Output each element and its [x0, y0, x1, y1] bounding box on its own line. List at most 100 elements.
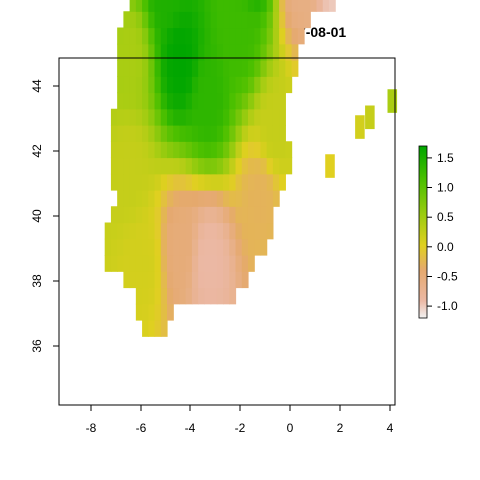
raster-cell [129, 92, 137, 110]
raster-cell [260, 43, 268, 61]
y-tick-label: 36 [30, 339, 44, 353]
raster-cell [241, 60, 249, 77]
raster-cell [247, 157, 255, 175]
raster-cell [310, 0, 318, 12]
raster-cell [198, 190, 205, 207]
raster-cell [216, 255, 224, 272]
x-tick-label: -8 [86, 421, 97, 435]
raster-cell [179, 0, 187, 12]
raster-cell [154, 173, 162, 191]
raster-cell [325, 154, 335, 178]
raster-cell [135, 173, 143, 191]
raster-cell [229, 76, 237, 94]
raster-cell [247, 222, 255, 240]
raster-cell [154, 271, 162, 289]
raster-cell [260, 0, 268, 12]
raster-cell [167, 125, 174, 142]
raster-cell [173, 11, 181, 29]
raster-cell [179, 271, 187, 289]
raster-cell [167, 11, 174, 29]
raster-cell [179, 92, 187, 110]
raster-cell [154, 92, 162, 110]
raster-cell [148, 190, 156, 207]
raster-cell [173, 60, 181, 77]
raster-cell [191, 206, 199, 224]
raster-cell [254, 206, 262, 224]
raster-cell [229, 141, 237, 159]
raster-cell [229, 287, 237, 305]
raster-cell [254, 92, 262, 110]
raster-cell [210, 11, 218, 29]
raster-cell [279, 173, 286, 191]
raster-cell [198, 125, 205, 142]
raster-cell [272, 60, 280, 77]
raster-cell [223, 11, 230, 29]
raster-cell [123, 76, 131, 94]
raster-cell [266, 108, 274, 126]
raster-cell [260, 108, 268, 126]
raster-cell [285, 60, 293, 77]
raster-cell [204, 238, 212, 256]
raster-cell [260, 27, 268, 45]
raster-cell [198, 92, 205, 110]
raster-cell [223, 27, 230, 45]
raster-cell [117, 173, 124, 191]
raster-cell [235, 190, 243, 207]
raster-cell [185, 141, 193, 159]
raster-cell [185, 92, 193, 110]
raster-cell [235, 255, 243, 272]
raster-cell [154, 206, 162, 224]
raster-cell [210, 238, 218, 256]
raster-cell [204, 222, 212, 240]
raster-cell [260, 157, 268, 175]
raster-cell [135, 190, 143, 207]
raster-cell [129, 271, 137, 289]
raster-cell [266, 141, 274, 159]
raster-cell [241, 108, 249, 126]
raster-cell [191, 173, 199, 191]
raster-cell [304, 0, 311, 12]
raster-cell [241, 0, 249, 12]
raster-cell [204, 11, 212, 29]
raster-cell [179, 27, 187, 45]
raster-cell [216, 173, 224, 191]
raster-cell [185, 43, 193, 61]
raster-cell [210, 125, 218, 142]
raster-cell [167, 255, 174, 272]
raster-cell [154, 190, 162, 207]
raster-cell [123, 125, 131, 142]
raster-cell [198, 255, 205, 272]
raster-cell [204, 92, 212, 110]
raster-cell [229, 108, 237, 126]
raster-cell [198, 287, 205, 305]
raster-cell [241, 43, 249, 61]
raster-cell [110, 238, 118, 256]
raster-cell [285, 0, 293, 12]
raster-cell [279, 11, 286, 29]
raster-cell [167, 0, 174, 12]
raster-cell [272, 190, 280, 207]
raster-cell [185, 27, 193, 45]
raster-cell [260, 190, 268, 207]
x-tick-label: -4 [185, 421, 196, 435]
raster-cell [135, 255, 143, 272]
raster-cell [254, 125, 262, 142]
raster-cell [173, 108, 181, 126]
raster-cell [229, 60, 237, 77]
raster-cell [148, 238, 156, 256]
raster-cell [198, 222, 205, 240]
raster-cell [191, 0, 199, 12]
raster-cell [272, 157, 280, 175]
raster-cell [179, 43, 187, 61]
raster-cell [173, 190, 181, 207]
raster-cell [204, 43, 212, 61]
raster-cell [235, 108, 243, 126]
raster-cell [272, 76, 280, 94]
raster-cell [129, 125, 137, 142]
raster-cell [160, 0, 168, 12]
raster-cell [191, 238, 199, 256]
raster-cell [223, 206, 230, 224]
raster-cell [123, 173, 131, 191]
raster-cell [123, 141, 131, 159]
raster-cell [235, 222, 243, 240]
